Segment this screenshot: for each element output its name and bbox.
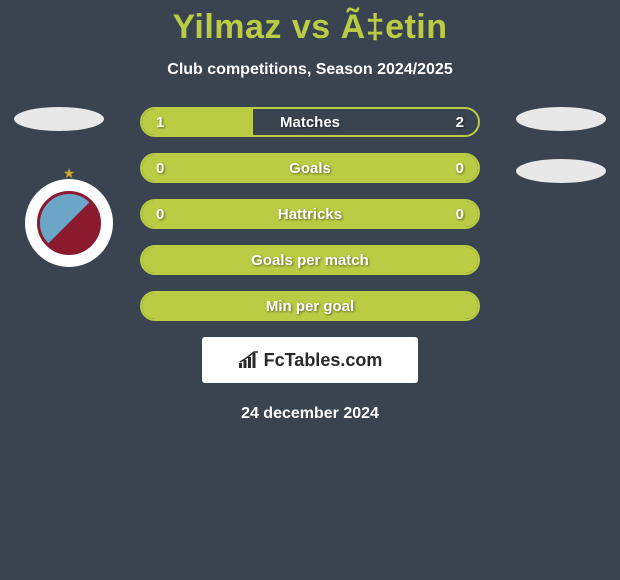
club-badge: ★ bbox=[25, 179, 113, 267]
stat-left-value: 1 bbox=[156, 114, 164, 131]
brand-box: FcTables.com bbox=[202, 337, 418, 383]
page-title: Yilmaz vs Ã‡etin bbox=[0, 0, 620, 47]
subtitle: Club competitions, Season 2024/2025 bbox=[0, 61, 620, 79]
stat-left-value: 0 bbox=[156, 160, 164, 177]
star-icon: ★ bbox=[63, 165, 76, 182]
stat-right-value: 0 bbox=[456, 206, 464, 223]
player-right-avatar-2 bbox=[516, 159, 606, 183]
stat-label: Matches bbox=[280, 114, 340, 131]
stat-row-hattricks: 0 Hattricks 0 bbox=[140, 199, 480, 229]
chart-icon bbox=[238, 351, 260, 369]
stat-row-mpg: Min per goal bbox=[140, 291, 480, 321]
player-right-avatar bbox=[516, 107, 606, 131]
club-badge-inner bbox=[37, 191, 101, 255]
date-text: 24 december 2024 bbox=[0, 405, 620, 423]
player-left-avatar bbox=[14, 107, 104, 131]
stat-left-value: 0 bbox=[156, 206, 164, 223]
stat-row-gpm: Goals per match bbox=[140, 245, 480, 275]
stat-label: Min per goal bbox=[266, 298, 354, 315]
stat-label: Goals per match bbox=[251, 252, 369, 269]
stats-area: ★ 1 Matches 2 0 Goals 0 0 Hattricks 0 bbox=[0, 107, 620, 423]
stat-right-value: 2 bbox=[456, 114, 464, 131]
stat-row-matches: 1 Matches 2 bbox=[140, 107, 480, 137]
stat-label: Hattricks bbox=[278, 206, 342, 223]
stat-row-goals: 0 Goals 0 bbox=[140, 153, 480, 183]
comparison-card: Yilmaz vs Ã‡etin Club competitions, Seas… bbox=[0, 0, 620, 580]
stat-label: Goals bbox=[289, 160, 331, 177]
stat-right-value: 0 bbox=[456, 160, 464, 177]
stat-bars: 1 Matches 2 0 Goals 0 0 Hattricks 0 Goal… bbox=[140, 107, 480, 321]
brand-text: FcTables.com bbox=[264, 350, 383, 371]
